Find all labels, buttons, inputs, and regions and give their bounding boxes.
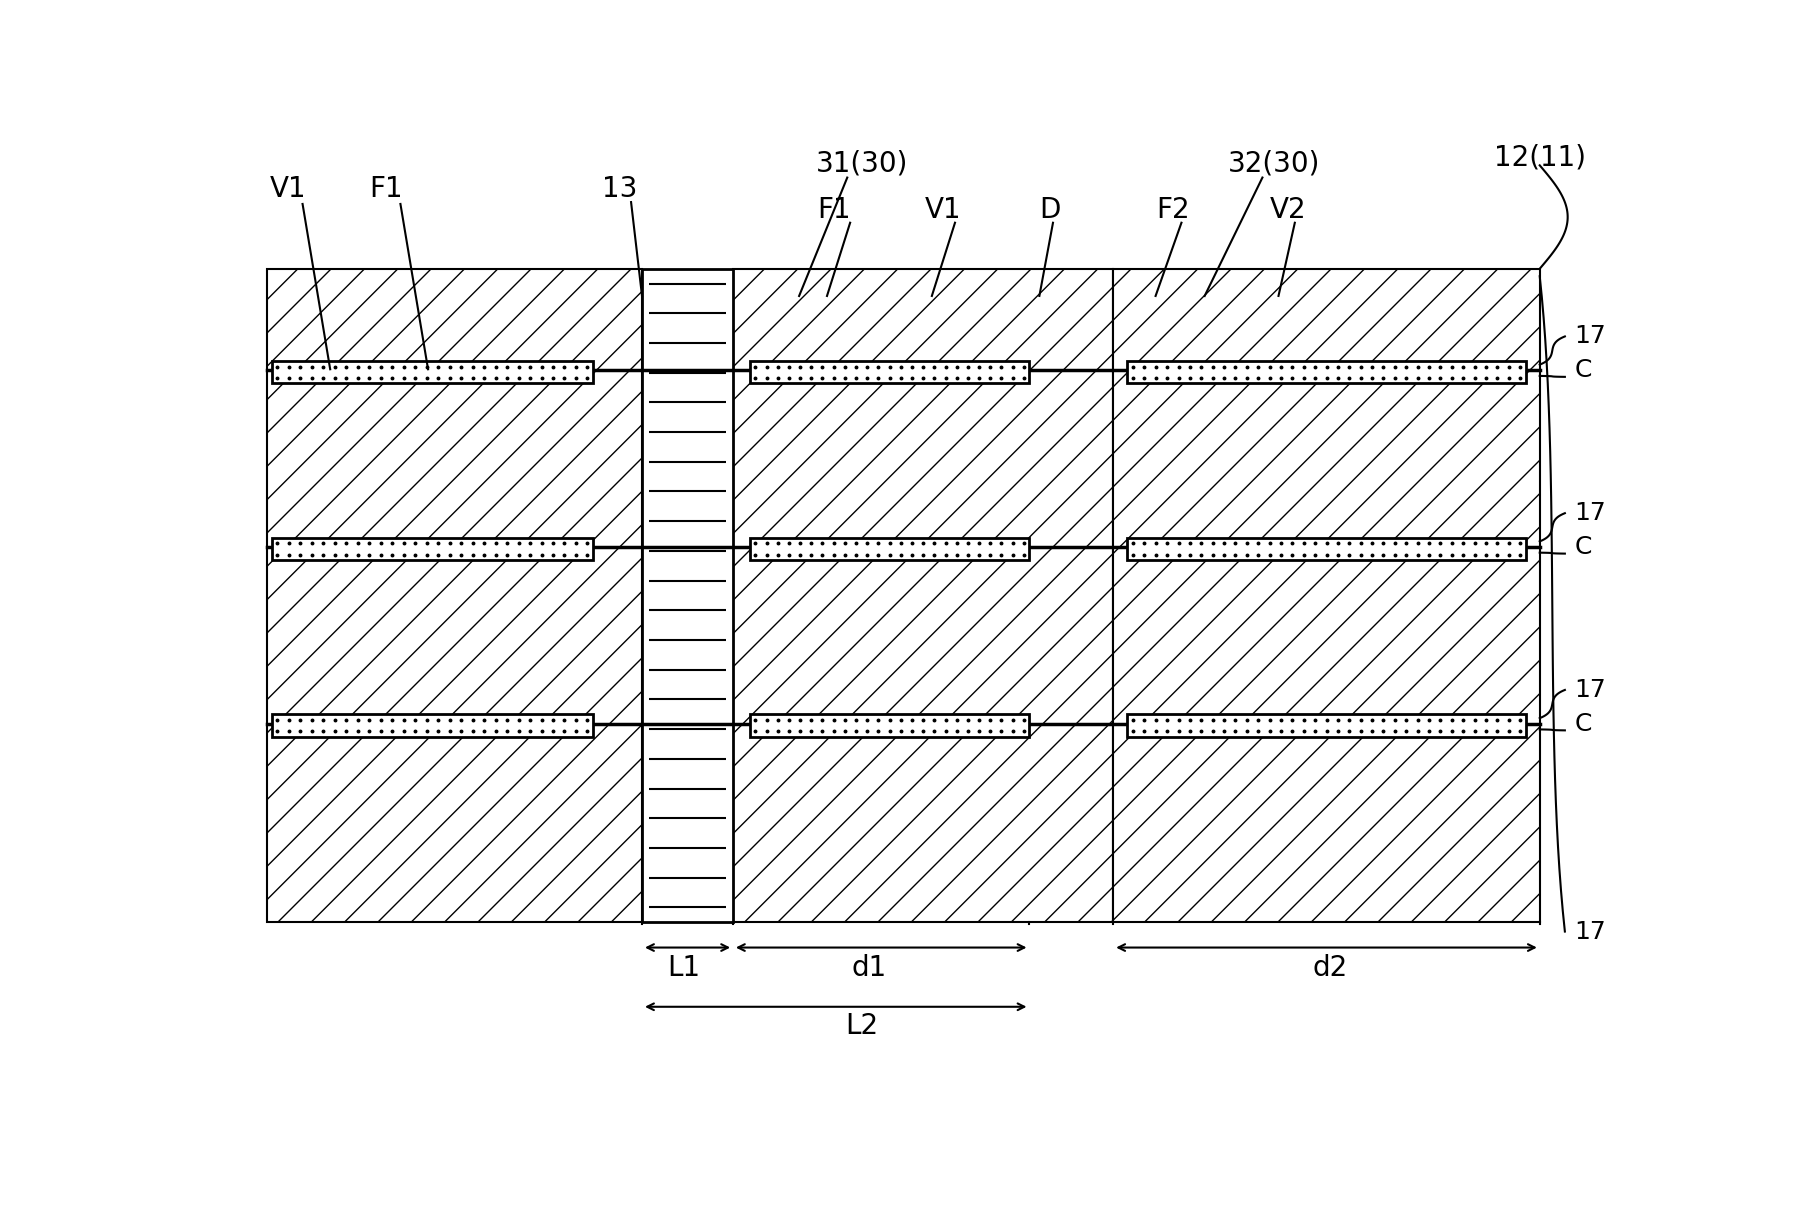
- Text: d1: d1: [851, 955, 886, 982]
- Text: 17: 17: [1575, 501, 1606, 525]
- Text: d2: d2: [1312, 955, 1348, 982]
- Text: D: D: [1039, 195, 1061, 223]
- Bar: [267, 269, 642, 922]
- Bar: [272, 714, 594, 737]
- Bar: [1128, 361, 1526, 383]
- Text: 13: 13: [603, 175, 637, 203]
- Text: F1: F1: [817, 195, 850, 223]
- Bar: [272, 537, 594, 560]
- Text: 17: 17: [1575, 678, 1606, 702]
- Bar: [1113, 269, 1541, 922]
- Bar: [1128, 714, 1526, 737]
- Bar: [272, 361, 594, 383]
- Text: 32(30): 32(30): [1229, 149, 1321, 177]
- Text: V1: V1: [271, 175, 307, 203]
- Text: V1: V1: [924, 195, 962, 223]
- Bar: [750, 714, 1030, 737]
- Bar: [1128, 537, 1526, 560]
- Text: 17: 17: [1575, 919, 1606, 944]
- Bar: [750, 537, 1030, 560]
- Text: C: C: [1575, 535, 1593, 559]
- Text: V2: V2: [1270, 195, 1306, 223]
- Text: C: C: [1575, 358, 1593, 382]
- Bar: [732, 269, 1113, 922]
- Text: L2: L2: [844, 1011, 879, 1039]
- Bar: [750, 361, 1030, 383]
- Text: F1: F1: [370, 175, 402, 203]
- Bar: [642, 269, 732, 922]
- Text: F2: F2: [1156, 195, 1191, 223]
- Text: 17: 17: [1575, 325, 1606, 348]
- Text: C: C: [1575, 712, 1593, 736]
- Text: L1: L1: [667, 955, 700, 982]
- Text: 31(30): 31(30): [815, 149, 907, 177]
- Text: 12(11): 12(11): [1494, 144, 1586, 172]
